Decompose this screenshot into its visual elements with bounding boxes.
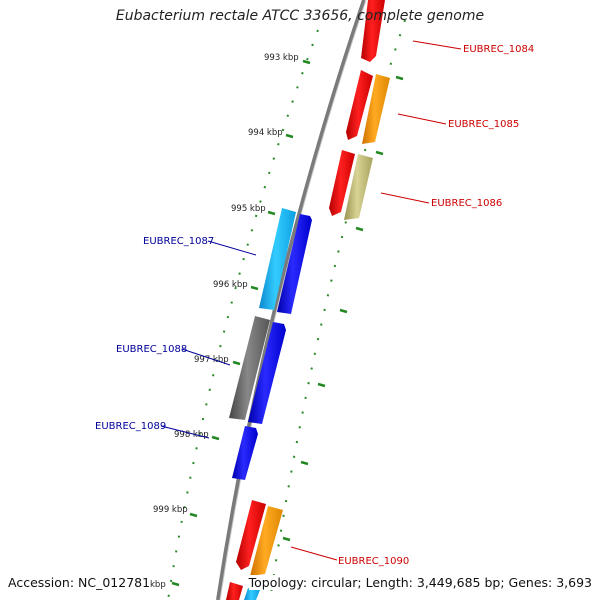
- gene-1086-cds[interactable]: [329, 150, 355, 216]
- cds-minus-track: [232, 214, 312, 480]
- gene-1085-feature[interactable]: [362, 74, 390, 144]
- gene-label-1087[interactable]: EUBREC_1087: [143, 236, 214, 247]
- gene-label-1085[interactable]: EUBREC_1085: [448, 119, 519, 130]
- genome-backbone-highlight: [219, 0, 367, 600]
- tick-right-6: [300, 460, 309, 466]
- gene-1087-cds[interactable]: [277, 214, 312, 314]
- leader-1085: [397, 113, 447, 125]
- tick-right-2: [375, 150, 384, 156]
- tick-label-998: 998 kbp: [174, 430, 209, 440]
- tick-label-994: 994 kbp: [248, 128, 283, 138]
- leader-1090: [290, 546, 338, 561]
- tick-994: [285, 133, 294, 139]
- gene-label-1089[interactable]: EUBREC_1089: [95, 421, 166, 432]
- guide-line-outer-right: [269, 19, 406, 600]
- tick-995: [267, 210, 276, 216]
- gene-1084-cds[interactable]: [361, 0, 385, 62]
- cds-plus-outer-track: [244, 74, 390, 600]
- topology-text: Topology: circular; Length: 3,449,685 bp…: [248, 575, 592, 590]
- cds-plus-track: [226, 0, 385, 600]
- tick-right-5: [317, 382, 326, 388]
- leader-1089: [160, 425, 210, 439]
- gene-1086-feature[interactable]: [344, 154, 373, 220]
- leader-1084: [412, 40, 462, 50]
- tick-label-999: 999 kbp: [153, 505, 188, 515]
- tick-marks: [171, 59, 404, 587]
- tick-993: [302, 59, 311, 65]
- accession-text: Accession: NC_012781: [8, 575, 151, 590]
- gene-1088-feature[interactable]: [229, 316, 270, 420]
- tick-right-1: [395, 75, 404, 81]
- leader-1088: [181, 348, 231, 366]
- gene-label-1090[interactable]: EUBREC_1090: [338, 556, 409, 567]
- tick-996: [250, 285, 259, 291]
- tick-label-993: 993 kbp: [264, 53, 299, 63]
- tick-999: [189, 512, 198, 518]
- leader-1087: [207, 240, 257, 256]
- tick-right-7: [282, 536, 291, 542]
- genome-title: Eubacterium rectale ATCC 33656, complete…: [115, 8, 485, 24]
- tick-998: [211, 435, 220, 441]
- tick-right-3: [355, 226, 364, 232]
- gene-1087-feature[interactable]: [259, 208, 296, 310]
- gene-1085-cds[interactable]: [346, 70, 373, 140]
- tick-997: [232, 360, 241, 366]
- tick-label-997: 997 kbp: [194, 355, 229, 365]
- gene-label-1086[interactable]: EUBREC_1086: [431, 198, 502, 209]
- gene-1091-feature[interactable]: [244, 588, 260, 600]
- gene-label-1084[interactable]: EUBREC_1084: [463, 44, 534, 55]
- gene-1090-feature[interactable]: [250, 506, 283, 576]
- tick-label-995: 995 kbp: [231, 204, 266, 214]
- tick-label-996: 996 kbp: [213, 280, 248, 290]
- gene-1091-cds[interactable]: [226, 582, 243, 600]
- cds-minus-outer-track: [229, 208, 296, 420]
- gene-1090-cds[interactable]: [236, 500, 266, 570]
- tick-right-4: [339, 308, 348, 314]
- gene-1089-cds[interactable]: [232, 426, 258, 480]
- tick-1000: [171, 581, 180, 587]
- gene-label-1088[interactable]: EUBREC_1088: [116, 344, 187, 355]
- gene-1088-cds[interactable]: [248, 322, 286, 424]
- tick-label-1000: kbp: [150, 580, 166, 590]
- genome-backbone: [216, 0, 366, 600]
- leader-1086: [380, 192, 430, 204]
